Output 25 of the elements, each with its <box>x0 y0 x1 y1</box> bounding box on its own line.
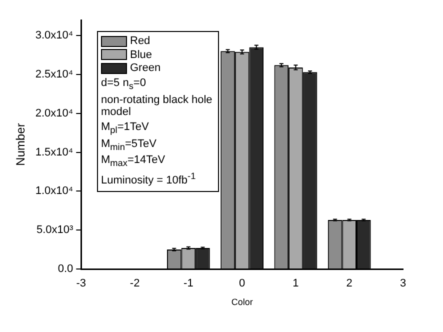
y-tick-label: 2.0x10⁴ <box>35 107 74 120</box>
legend-label: Green <box>130 62 161 75</box>
x-tick-label: -3 <box>76 278 86 290</box>
x-tick-label: 2 <box>346 278 352 290</box>
y-tick-label: 3.0x10⁴ <box>35 30 74 42</box>
legend-label: Blue <box>130 48 152 62</box>
annotation: M$_{min}$=5TeV <box>101 138 158 152</box>
annotation: Luminosity = 10fb$^{-1}$ <box>101 171 197 188</box>
x-tick-label: 3 <box>400 278 406 290</box>
annotation: M$_{max}$=14TeV <box>101 154 166 170</box>
x-tick-label: 1 <box>292 278 299 290</box>
x-tick-label: -2 <box>130 278 140 290</box>
x-axis-title: Color <box>231 297 253 308</box>
annotation: M$_{pl}$=1TeV <box>101 120 150 136</box>
y-tick-label: 1.0x10⁴ <box>35 185 74 198</box>
y-tick-label: 1.5x10⁴ <box>35 146 74 158</box>
y-tick-label: 2.5x10⁴ <box>35 68 74 80</box>
annotation: d=5 n$_{s}$=0 <box>101 76 147 92</box>
annotation: non-rotating black hole model <box>101 94 214 119</box>
legend-label: Red <box>130 35 150 48</box>
y-tick-label: 5.0x10³ <box>36 224 74 236</box>
y-tick-label: 0.0 <box>58 263 74 276</box>
y-axis-title: Number <box>14 123 28 166</box>
x-tick-label: 0 <box>239 278 246 290</box>
x-tick-label: -1 <box>184 278 194 290</box>
